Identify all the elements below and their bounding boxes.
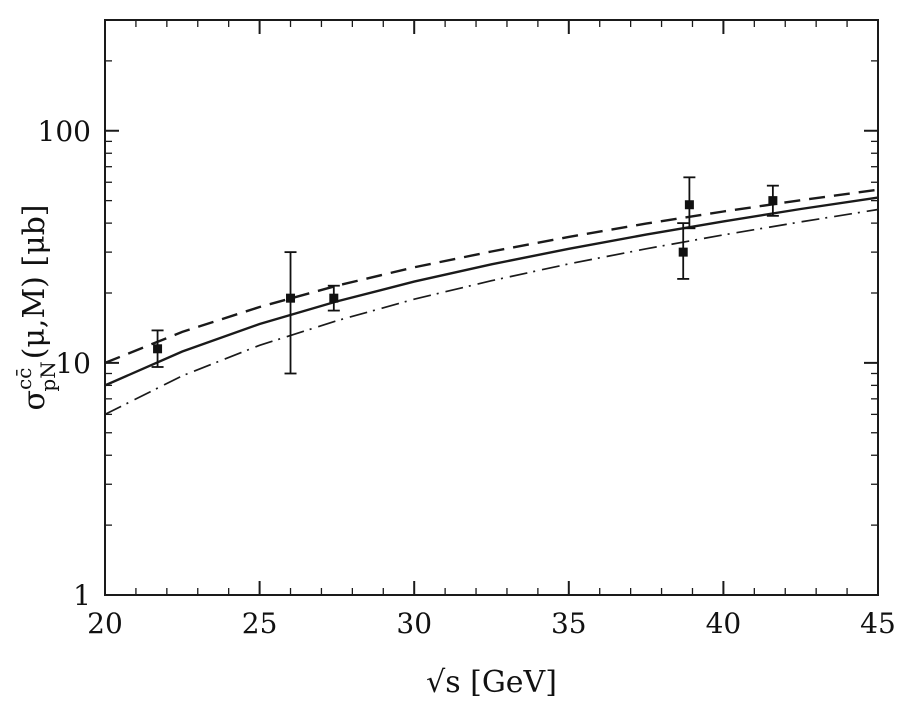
data-point-marker (768, 196, 778, 206)
x-tick-label: 40 (706, 607, 742, 640)
y-tick-label: 10 (55, 347, 91, 380)
y-axis-label: σcc̄pN(μ,M) [μb] (12, 204, 60, 410)
plot-frame (104, 19, 879, 596)
data-point-marker (286, 293, 296, 303)
x-tick-label: 35 (551, 607, 587, 640)
x-axis-label: √s [GeV] (426, 665, 557, 700)
data-point-marker (684, 200, 694, 210)
data-point-marker (153, 344, 163, 354)
data-point-marker (329, 293, 339, 303)
y-tick-label: 100 (38, 115, 91, 148)
curve-dashed (104, 188, 879, 365)
x-tick-label: 25 (242, 607, 278, 640)
data-point-marker (678, 247, 688, 257)
curve-dashdot (104, 208, 879, 416)
x-tick-label: 30 (396, 607, 432, 640)
y-tick-label: 1 (73, 579, 91, 612)
x-tick-label: 20 (87, 607, 123, 640)
curve-solid (104, 196, 879, 387)
x-tick-label: 45 (860, 607, 896, 640)
